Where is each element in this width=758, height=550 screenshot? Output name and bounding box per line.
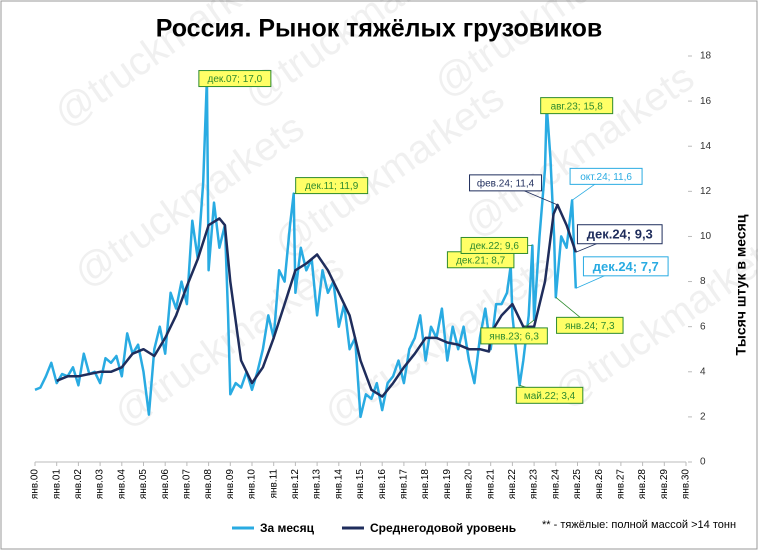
x-tick-label: янв.03 bbox=[95, 469, 106, 500]
annotation-label: окт.24; 11,6 bbox=[580, 172, 632, 183]
annotation: фев.24; 11,4 bbox=[469, 174, 558, 206]
y-tick-label: 12 bbox=[700, 186, 712, 197]
y-tick-label: 8 bbox=[700, 276, 706, 287]
x-tick-label: янв.09 bbox=[225, 469, 236, 500]
annotation-label: янв.24; 7,3 bbox=[565, 321, 615, 332]
x-tick-label: янв.17 bbox=[399, 469, 410, 500]
annotation-box bbox=[515, 386, 584, 404]
annotation-box bbox=[556, 316, 624, 334]
x-tick-label: янв.20 bbox=[464, 469, 475, 500]
x-tick-label: янв.29 bbox=[659, 469, 670, 500]
annotation-label: дек.07; 17,0 bbox=[208, 74, 263, 85]
annotation-label: дек.21; 8,7 bbox=[456, 255, 506, 266]
series-line bbox=[56, 203, 577, 398]
x-tick-label: янв.13 bbox=[312, 469, 323, 500]
legend-label: За месяц bbox=[260, 521, 315, 535]
x-tick-label: янв.11 bbox=[268, 469, 279, 499]
x-tick-label: янв.19 bbox=[442, 469, 453, 500]
x-tick-label: янв.18 bbox=[420, 469, 431, 500]
x-tick-label: янв.16 bbox=[377, 469, 388, 500]
y-tick-label: 4 bbox=[700, 366, 706, 377]
footnote: ** - тяжёлые: полной массой >14 тонн bbox=[542, 519, 736, 531]
annotation-label: дек.11; 11,9 bbox=[305, 181, 359, 192]
x-tick-label: янв.04 bbox=[116, 469, 127, 500]
legend-label: Среднегодовой уровень bbox=[370, 521, 516, 535]
annotation-box bbox=[198, 70, 272, 88]
x-tick-label: янв.24 bbox=[550, 469, 561, 500]
x-tick-label: янв.25 bbox=[572, 469, 583, 500]
x-tick-label: янв.28 bbox=[637, 469, 648, 500]
y-tick-label: 18 bbox=[700, 51, 712, 62]
y-tick-label: 6 bbox=[700, 321, 706, 332]
x-tick-label: янв.23 bbox=[529, 469, 540, 500]
annotation: окт.24; 11,6 bbox=[569, 167, 643, 201]
x-tick-label: янв.07 bbox=[182, 469, 193, 500]
x-tick-label: янв.02 bbox=[73, 469, 84, 500]
x-tick-label: янв.12 bbox=[290, 469, 301, 500]
annotation-label: май.22; 3,4 bbox=[524, 391, 576, 402]
annotation-box bbox=[582, 256, 669, 277]
y-tick-label: 2 bbox=[700, 412, 706, 423]
annotation-label: дек.22; 9,6 bbox=[470, 241, 520, 252]
x-tick-label: янв.15 bbox=[355, 469, 366, 500]
annotation-label: фев.24; 11,4 bbox=[477, 178, 535, 190]
annotation: дек.24; 7,7 bbox=[575, 256, 669, 289]
annotation: дек.21; 8,7 bbox=[446, 251, 515, 269]
annotation: янв.23; 6,3 bbox=[480, 319, 548, 345]
x-tick-label: янв.10 bbox=[247, 469, 258, 500]
annotation-label: дек.24; 7,7 bbox=[593, 259, 659, 274]
x-tick-label: янв.05 bbox=[138, 469, 149, 500]
annotation-label: авг.23; 15,8 bbox=[551, 101, 604, 112]
x-tick-label: янв.01 bbox=[51, 469, 62, 500]
series-line bbox=[34, 77, 578, 419]
x-tick-label: янв.27 bbox=[616, 469, 627, 500]
y-tick-label: 16 bbox=[700, 96, 712, 107]
x-tick-label: янв.00 bbox=[30, 469, 41, 500]
annotation-box bbox=[480, 327, 548, 345]
y-axis-label: Тысяч штук в месяц bbox=[733, 214, 749, 355]
x-tick-label: янв.08 bbox=[203, 469, 214, 500]
y-tick-label: 10 bbox=[700, 231, 712, 242]
x-tick-label: янв.22 bbox=[507, 469, 518, 500]
annotation-label: дек.24; 9,3 bbox=[587, 227, 653, 242]
annotation: янв.24; 7,3 bbox=[555, 297, 624, 334]
x-tick-label: янв.14 bbox=[333, 469, 344, 500]
y-tick-label: 0 bbox=[700, 457, 706, 468]
annotation-box bbox=[295, 177, 369, 195]
x-tick-label: янв.26 bbox=[594, 469, 605, 500]
annotation: дек.22; 9,6 bbox=[460, 236, 533, 254]
annotation-box bbox=[469, 174, 543, 192]
annotation-label: янв.23; 6,3 bbox=[489, 332, 539, 343]
chart-title: Россия. Рынок тяжёлых грузовиков bbox=[156, 15, 603, 43]
annotation: дек.11; 11,9 bbox=[293, 177, 369, 195]
x-tick-label: янв.06 bbox=[160, 469, 171, 500]
annotation: май.22; 3,4 bbox=[515, 384, 584, 404]
annotation-box bbox=[576, 224, 663, 245]
annotation: дек.24; 9,3 bbox=[575, 224, 663, 253]
annotation: дек.07; 17,0 bbox=[198, 70, 272, 88]
annotation: авг.23; 15,8 bbox=[540, 97, 614, 115]
annotation-box bbox=[540, 97, 614, 115]
y-tick-label: 14 bbox=[700, 141, 712, 152]
x-tick-label: янв.30 bbox=[681, 469, 692, 500]
x-tick-label: янв.21 bbox=[485, 469, 496, 500]
annotation-box bbox=[569, 167, 643, 185]
annotation-box bbox=[460, 236, 529, 254]
